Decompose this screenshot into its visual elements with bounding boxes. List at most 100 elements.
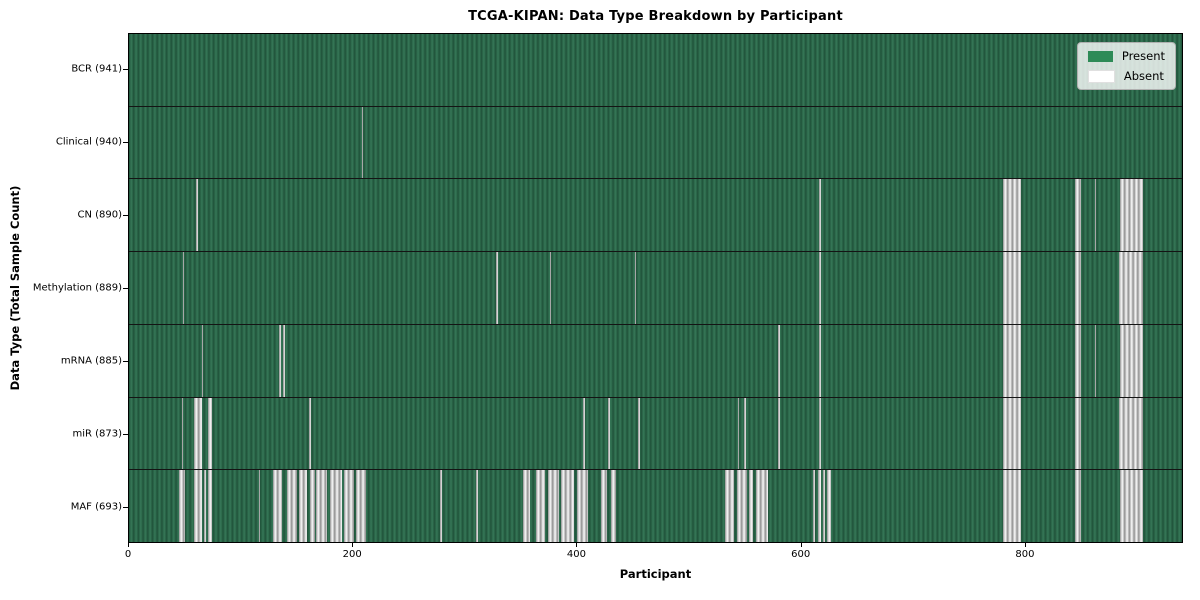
x-axis-label: Participant — [619, 567, 692, 581]
y-axis-label: Data Type (Total Sample Count) — [8, 185, 22, 391]
y-tick-label: miR (873) — [72, 428, 122, 440]
absent-stripe — [208, 470, 212, 543]
absent-stripe — [819, 179, 822, 252]
absent-stripe — [1002, 470, 1021, 543]
absent-stripe — [1074, 324, 1082, 397]
absent-stripe — [1002, 324, 1021, 397]
absent-stripe — [549, 252, 552, 324]
x-tick-label: 0 — [124, 549, 132, 560]
absent-stripe — [1120, 324, 1143, 397]
absent-stripe — [827, 470, 831, 543]
absent-stripe — [1094, 324, 1097, 397]
absent-stripe — [208, 397, 212, 470]
absent-stripe — [812, 470, 815, 543]
x-tick-label: 200 — [342, 549, 362, 560]
absent-stripe — [638, 397, 640, 470]
absent-stripe — [361, 106, 364, 179]
heatmap-row-mrna — [129, 323, 1182, 397]
y-tick-label: CN (890) — [77, 209, 122, 221]
x-tick-mark — [800, 543, 802, 547]
absent-stripe — [737, 397, 740, 470]
plot-area: Present Absent — [128, 33, 1183, 543]
absent-stripe — [819, 324, 822, 397]
absent-stripe — [819, 252, 822, 324]
absent-stripe — [601, 470, 607, 543]
absent-stripe — [475, 470, 478, 543]
heatmap-row-clinical — [129, 105, 1182, 179]
absent-stripe — [1002, 179, 1021, 252]
y-tick-label: BCR (941) — [71, 63, 122, 75]
y-tick-label: MAF (693) — [70, 501, 122, 513]
absent-stripe — [1074, 252, 1082, 324]
absent-stripe — [201, 324, 204, 397]
absent-stripe — [440, 470, 442, 543]
absent-stripe — [1002, 252, 1021, 324]
y-tick-label: Methylation (889) — [32, 282, 122, 294]
legend-item-absent: Absent — [1087, 69, 1165, 83]
absent-stripe — [203, 470, 206, 543]
absent-stripe — [576, 470, 588, 543]
absent-stripe — [736, 470, 747, 543]
absent-stripe — [822, 470, 826, 543]
absent-stripe — [315, 470, 328, 543]
absent-stripe — [193, 397, 202, 470]
absent-stripe — [1119, 252, 1143, 324]
absent-stripe — [179, 470, 185, 543]
absent-stripe — [258, 470, 261, 543]
absent-stripe — [310, 470, 315, 543]
absent-stripe — [778, 397, 780, 470]
absent-stripe — [278, 324, 281, 397]
legend-present-label: Present — [1121, 49, 1165, 63]
x-tick-mark — [128, 543, 129, 547]
absent-stripe — [818, 470, 821, 543]
y-tick-mark — [123, 69, 128, 71]
absent-stripe — [583, 397, 585, 470]
heatmap-row-cn — [129, 178, 1182, 252]
absent-stripe — [356, 470, 367, 543]
legend: Present Absent — [1076, 42, 1176, 90]
absent-stripe — [755, 470, 768, 543]
x-tick-mark — [576, 543, 578, 547]
absent-stripe — [273, 470, 283, 543]
present-swatch-icon — [1087, 50, 1113, 62]
x-tick-mark — [352, 543, 354, 547]
absent-stripe — [560, 470, 575, 543]
absent-stripe — [1074, 179, 1082, 252]
absent-stripe — [1074, 397, 1082, 470]
absent-stripe — [547, 470, 559, 543]
x-tick-label: 600 — [791, 549, 811, 560]
x-tick-label: 400 — [566, 549, 586, 560]
y-tick-label: Clinical (940) — [55, 136, 122, 148]
absent-stripe — [181, 397, 184, 470]
heatmap-row-maf — [129, 469, 1182, 543]
absent-stripe — [536, 470, 546, 543]
absent-stripe — [819, 397, 822, 470]
y-tick-mark — [123, 142, 128, 144]
absent-stripe — [1120, 179, 1143, 252]
absent-stripe — [748, 470, 754, 543]
legend-item-present: Present — [1087, 49, 1165, 63]
y-tick-mark — [123, 506, 128, 508]
x-tick-mark — [1024, 543, 1026, 547]
absent-stripe — [1002, 397, 1021, 470]
heatmap-row-mir — [129, 396, 1182, 470]
absent-stripe — [744, 397, 747, 470]
absent-stripe — [283, 324, 286, 397]
absent-stripe — [1119, 397, 1143, 470]
absent-stripe — [496, 252, 498, 324]
absent-stripe — [1094, 179, 1097, 252]
absent-stripe — [1074, 470, 1082, 543]
absent-stripe — [193, 470, 202, 543]
absent-stripe — [778, 324, 780, 397]
legend-absent-label: Absent — [1123, 69, 1164, 83]
absent-stripe — [309, 397, 311, 470]
y-tick-label: mRNA (885) — [60, 355, 122, 367]
absent-stripe — [522, 470, 530, 543]
absent-stripe — [343, 470, 354, 543]
absent-stripe — [299, 470, 307, 543]
absent-stripe — [330, 470, 342, 543]
absent-stripe — [634, 252, 637, 324]
heatmap-row-methylation — [129, 251, 1182, 324]
chart-title: TCGA-KIPAN: Data Type Breakdown by Parti… — [468, 9, 843, 24]
